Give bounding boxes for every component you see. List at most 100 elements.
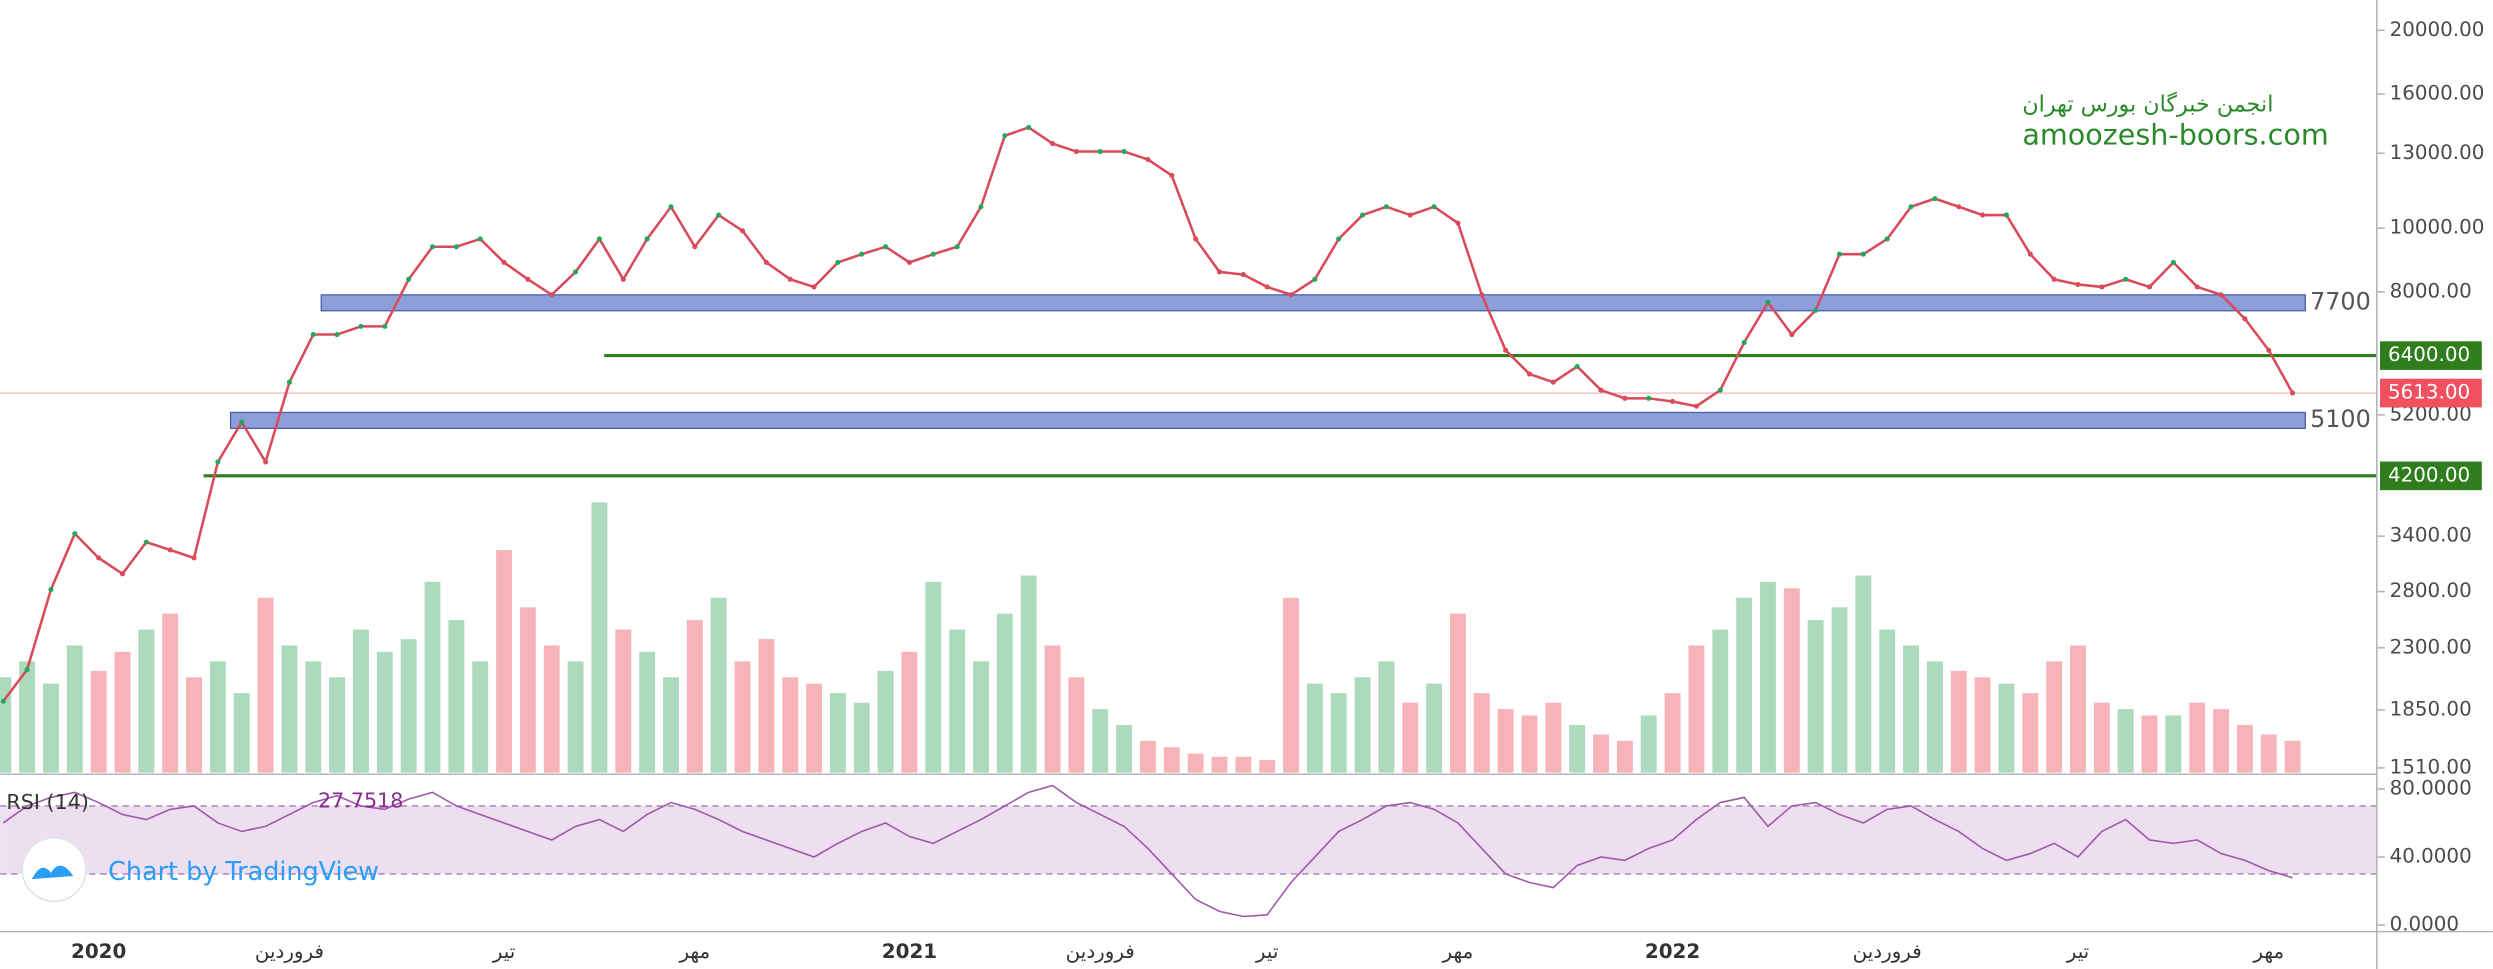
volume-bar [1640, 715, 1657, 773]
price-point [668, 204, 674, 210]
price-point [1526, 371, 1533, 377]
price-point [1932, 196, 1938, 202]
price-point [978, 204, 984, 210]
volume-bar [1044, 645, 1061, 773]
watermark-site: amoozesh-boors.com [2022, 118, 2328, 152]
volume-bar [1473, 693, 1490, 773]
price-point [596, 236, 602, 242]
volume-bar [1306, 683, 1323, 773]
x-tick-label: فروردین [1066, 940, 1135, 963]
volume-bar [2284, 740, 2301, 773]
volume-bar [901, 651, 918, 773]
price-point [1288, 292, 1294, 298]
price-point [24, 667, 30, 673]
watermark-fa: انجمن خبرگان بورس تهران [2022, 91, 2273, 117]
price-point [954, 244, 960, 250]
volume-bar [233, 693, 250, 773]
volume-bar [43, 683, 59, 773]
volume-bar [877, 670, 894, 773]
y-tick-label: 1510.00 [2390, 755, 2472, 778]
price-point [1765, 299, 1771, 305]
price-point [1097, 148, 1103, 155]
volume-bar [782, 677, 799, 773]
price-point [1336, 236, 1342, 242]
volume-bar [2236, 724, 2253, 773]
price-point [1908, 204, 1914, 210]
price-point [2290, 390, 2296, 396]
volume-bar [2141, 715, 2158, 773]
x-tick-label: مهر [2252, 940, 2284, 963]
volume-bar [66, 645, 83, 773]
price-point [429, 244, 436, 250]
price-point [406, 276, 412, 282]
y-tick-label: 13000.00 [2390, 141, 2485, 164]
level-badge-label: 6400.00 [2388, 343, 2470, 366]
volume-bar [305, 661, 322, 773]
price-point [906, 259, 913, 265]
volume-bar [1712, 629, 1729, 773]
price-point [2099, 284, 2105, 290]
volume-bar [639, 651, 656, 773]
price-point [453, 244, 459, 250]
volume-bar [472, 661, 489, 773]
price-point [1503, 347, 1509, 353]
y-tick-label: 10000.00 [2390, 216, 2485, 239]
volume-bar [2260, 734, 2277, 773]
price-point [1360, 212, 1366, 218]
rsi-tick-label: 80.0000 [2390, 776, 2472, 799]
price-point [96, 555, 102, 561]
price-point [1717, 387, 1723, 393]
support-zone [229, 411, 2306, 430]
support-zone [320, 294, 2306, 312]
price-point [2242, 316, 2248, 322]
volume-bar [710, 597, 727, 773]
last-price-badge [2380, 378, 2482, 408]
volume-bar [1521, 715, 1538, 773]
volume-bar [567, 661, 584, 773]
volume-bar [353, 629, 369, 773]
price-point [1646, 395, 1652, 401]
price-point [930, 251, 936, 257]
price-point [119, 571, 126, 577]
volume-bar [162, 613, 179, 773]
y-tick-label: 20000.00 [2390, 18, 2485, 41]
volume-bar [1593, 734, 1609, 773]
tv-logo-shape [31, 865, 74, 880]
volume-bar [1688, 645, 1705, 773]
volume-bar [1855, 575, 1872, 773]
price-point [143, 539, 149, 545]
price-point [215, 459, 221, 465]
volume-bar [2046, 661, 2063, 773]
volume-bar [949, 629, 966, 773]
price-point [2051, 276, 2057, 282]
price-point [1073, 148, 1079, 155]
price-point [334, 331, 340, 338]
y-tick-label: 3400.00 [2390, 524, 2472, 547]
price-point [2027, 251, 2033, 257]
plot-layer: 20000.00 16000.00 13000.00 10000.00 8000.00 5… [0, 18, 2484, 963]
rsi-value: 27.7518 [318, 788, 403, 812]
volume-bar [1020, 575, 1037, 773]
price-point [2218, 292, 2224, 298]
volume-bar [1879, 629, 1896, 773]
branding[interactable]: Chart by TradingView [108, 856, 379, 886]
price-point [1693, 403, 1699, 409]
x-tick-label: مهر [678, 940, 710, 963]
volume-bar [1211, 756, 1228, 773]
price-point [1860, 251, 1866, 257]
volume-bar [1068, 677, 1085, 773]
volume-bar [1807, 620, 1824, 773]
zone-label: 7700 [2310, 287, 2371, 315]
volume-bar [591, 502, 608, 773]
y-tick-label: 2800.00 [2390, 579, 2472, 602]
volume-bar [1402, 702, 1419, 773]
price-point [811, 284, 817, 290]
volume-bar [2189, 702, 2206, 773]
price-point [167, 547, 173, 553]
x-tick-label: 2020 [71, 940, 126, 963]
price-point [382, 323, 388, 329]
price-point [1193, 236, 1199, 242]
rsi-tick-label: 0.0000 [2390, 913, 2460, 936]
price-point [1813, 307, 1819, 313]
price-point [716, 212, 722, 218]
